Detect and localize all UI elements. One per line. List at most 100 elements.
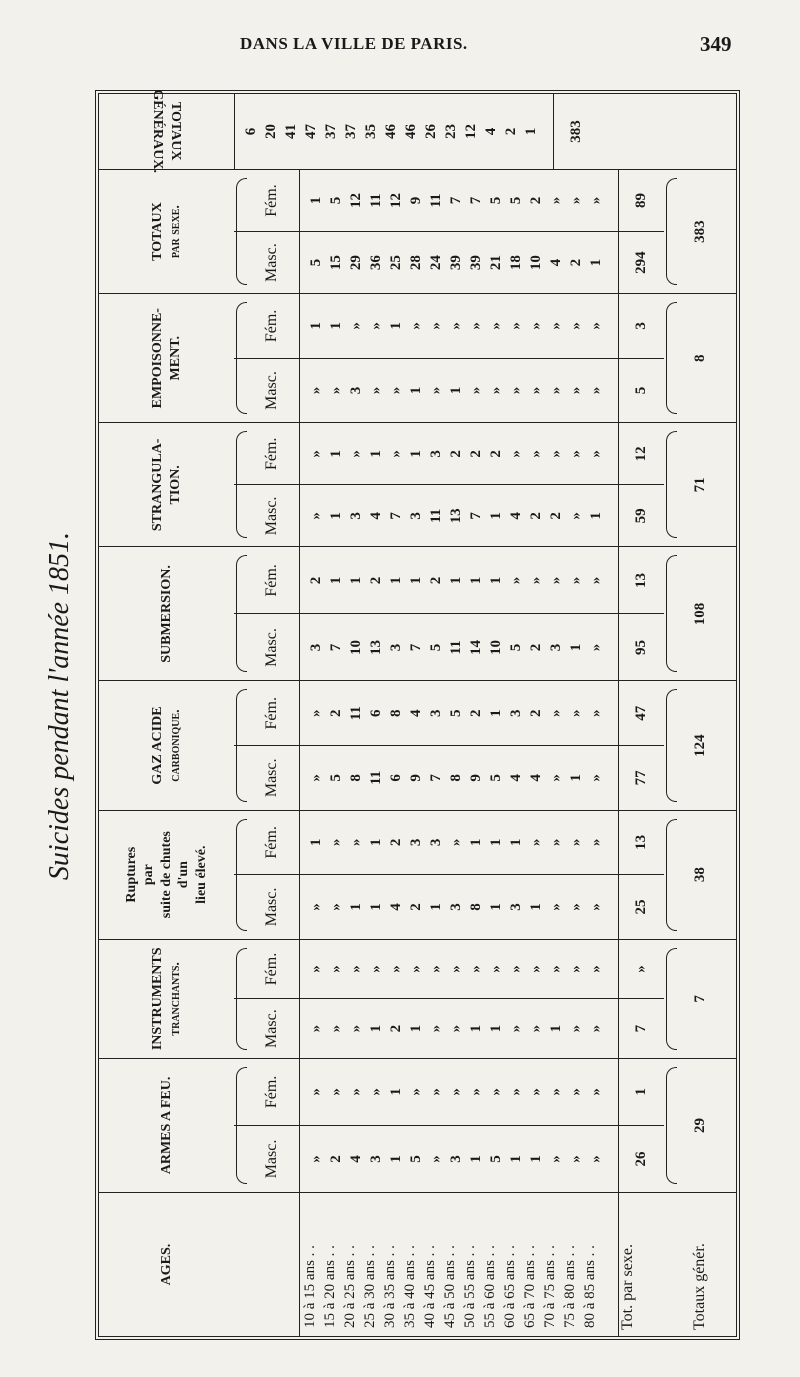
masc-value: » xyxy=(588,1155,604,1163)
category-values: » 2 4 3 1 5» 3 1 5 1 1»»»»»»» 1»»»»»»»»»» xyxy=(299,1058,619,1192)
masc-values: » » 3 » » 1 » 1 » » » » » » » xyxy=(300,359,618,423)
masc-value: 2 xyxy=(548,512,564,520)
fem-value: 1 xyxy=(388,576,404,585)
fem-value: 5 xyxy=(328,196,344,205)
masc-value: » xyxy=(588,386,604,395)
masc-value: 1 xyxy=(588,258,604,267)
age-row-label: 15 à 20 ans . . xyxy=(322,1245,338,1328)
fem-value: 2 xyxy=(388,838,404,847)
category-header: EMPOISONNE- MENT. xyxy=(150,308,183,409)
masc-value: 1 xyxy=(428,903,444,911)
grand-total-sum: 383 xyxy=(554,94,599,169)
masc-value: 1 xyxy=(548,1024,564,1033)
sex-totals: 95 13 xyxy=(619,547,664,680)
fem-value: » xyxy=(588,1088,604,1096)
masc-value: 2 xyxy=(408,903,424,911)
category-header: GAZ ACIDE carbonique. xyxy=(150,706,183,785)
category-values: » 5 8 11 6 9 7 8 9 5 4 4» 1»» 2 11 6 8 4 3 5 2 1 3 2»»» xyxy=(299,681,619,810)
fem-value: » xyxy=(588,838,604,847)
grand-total-value: 37 xyxy=(343,124,359,139)
fem-value: » xyxy=(528,838,544,847)
fem-values: » » » » » » » » » » » » » » » xyxy=(300,939,618,1000)
sex-subheader: Masc. Fém. xyxy=(234,170,299,293)
fem-total: 13 xyxy=(619,810,664,876)
masc-value: 5 xyxy=(308,258,324,267)
fem-value: » xyxy=(348,1088,364,1096)
fem-value: 6 xyxy=(368,709,384,718)
category-values: »» 1 1 4 2 1 3 8 1 3 1»»» 1»» 1 2 3 3» 1 1 1»»»» xyxy=(299,810,619,939)
masc-value: 4 xyxy=(348,1155,364,1163)
masc-value: 6 xyxy=(388,774,404,782)
masc-value: » xyxy=(588,1024,604,1033)
masc-value: » xyxy=(548,386,564,395)
fem-value: 1 xyxy=(308,838,324,847)
fem-value: 11 xyxy=(368,193,384,208)
masc-value: 7 xyxy=(388,512,404,520)
fem-value: 1 xyxy=(448,576,464,585)
fem-value: » xyxy=(568,1088,584,1096)
brace-icon xyxy=(236,689,247,802)
fem-value: » xyxy=(508,1088,524,1096)
fem-value: 5 xyxy=(508,196,524,205)
age-row-label: 65 à 70 ans . . xyxy=(522,1245,538,1328)
fem-value: » xyxy=(568,322,584,330)
grand-totals-header: TOTAUX GÉNÉRAUX. xyxy=(99,90,234,174)
fem-value: » xyxy=(588,965,604,973)
grand-total-value: 6 xyxy=(243,127,259,136)
fem-value: 3 xyxy=(408,838,424,847)
masc-value: 5 xyxy=(488,1155,504,1163)
fem-value: 1 xyxy=(468,576,484,585)
fem-value: » xyxy=(508,450,524,458)
fem-value: » xyxy=(568,838,584,847)
grand-total-value: 23 xyxy=(443,124,459,139)
masc-value: 36 xyxy=(368,255,384,271)
fem-values: » » » » 1 » » » » » » » » » » xyxy=(300,1058,618,1126)
fem-values: 1 5 12 11 12 9 11 7 7 5 5 2»»» xyxy=(300,170,618,233)
masc-total: 26 xyxy=(633,1151,649,1167)
masc-value: » xyxy=(308,386,324,395)
fem-value: » xyxy=(388,965,404,973)
category-values: »»» 1 2 1»» 1 1»» 1»»»»»»»»»»»»»»»»» xyxy=(299,939,619,1058)
masc-value: » xyxy=(588,774,604,782)
masc-value: 18 xyxy=(508,255,524,271)
fem-value: » xyxy=(308,965,324,973)
masc-value: 2 xyxy=(328,1155,344,1163)
fem-value: » xyxy=(368,1088,384,1096)
fem-total: 12 xyxy=(619,423,664,486)
masc-value: 2 xyxy=(388,1024,404,1033)
masc-value: » xyxy=(588,643,604,652)
category-column: EMPOISONNE- MENT. Masc. Fém.»» 3»» 1» 1»»»»»»… xyxy=(99,293,736,423)
fem-value: 1 xyxy=(508,838,524,847)
category-total: 71 xyxy=(664,423,736,546)
masc-value: » xyxy=(428,386,444,395)
masc-value: 8 xyxy=(468,903,484,911)
masc-value: 3 xyxy=(368,1155,384,1163)
masc-value: » xyxy=(448,1024,464,1033)
masc-value: 1 xyxy=(488,903,504,911)
category-values: »» 3»» 1» 1»»»»»»» 1 1»» 1»»»»»»»»»» xyxy=(299,294,619,423)
fem-value: 2 xyxy=(308,576,324,585)
fem-value: 1 xyxy=(488,838,504,847)
masc-value: 3 xyxy=(348,386,364,395)
sex-totals: 59 12 xyxy=(619,423,664,546)
masc-value: » xyxy=(308,774,324,782)
brace-icon xyxy=(236,947,247,1050)
fem-value: 11 xyxy=(348,706,364,721)
category-total: 108 xyxy=(664,547,736,680)
masc-value: 29 xyxy=(348,255,364,271)
masc-value: 13 xyxy=(368,639,384,655)
fem-value: » xyxy=(428,322,444,330)
masc-value: 1 xyxy=(528,1155,544,1163)
masc-value: 5 xyxy=(508,643,524,652)
fem-value: » xyxy=(388,450,404,458)
fem-value: » xyxy=(348,965,364,973)
masc-value: » xyxy=(428,1024,444,1033)
masc-value: » xyxy=(468,386,484,395)
category-column: STRANGULA- TION. Masc. Fém.» 1 3 4 7 3 11 13 7 1 4 2 2… xyxy=(99,422,736,547)
sex-subheader: Masc. Fém. xyxy=(234,810,299,939)
sex-subheader: Masc. Fém. xyxy=(234,939,299,1058)
category-values: 3 7 10 13 3 7 5 11 14 10 5 2 3 1» 2 1 1 2 1 1 2 1 1 1»»»»» xyxy=(299,547,619,681)
fem-value: » xyxy=(448,322,464,330)
sex-totals: 25 13 xyxy=(619,810,664,939)
masc-value: 1 xyxy=(388,1155,404,1163)
